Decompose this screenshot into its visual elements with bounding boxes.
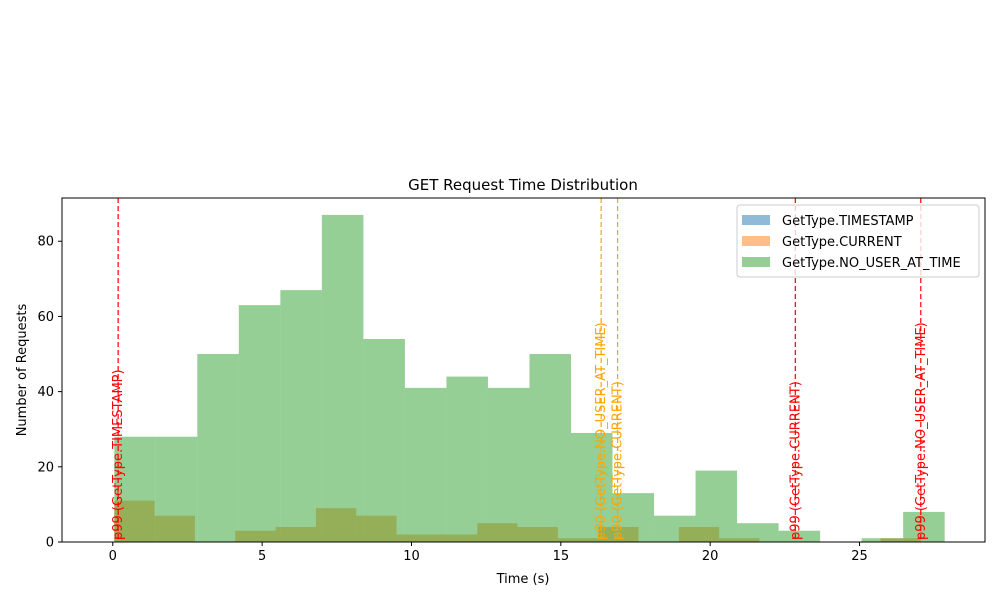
- x-tick-label: 25: [851, 549, 868, 564]
- reference-line-label: p99 (GetType.TIMESTAMP): [111, 369, 126, 540]
- histogram-bar: [737, 523, 779, 542]
- legend-box: [736, 204, 980, 278]
- histogram-bar: [155, 436, 198, 542]
- x-tick-label: 10: [403, 549, 420, 564]
- x-tick-label: 5: [258, 549, 266, 564]
- reference-lines-layer: p99 (GetType.TIMESTAMP) p90 (GetType.CURR…: [111, 198, 929, 542]
- histogram-bar: [114, 436, 156, 542]
- histogram-bar: [197, 354, 239, 542]
- legend-swatch: [742, 236, 770, 246]
- x-axis-label: Time (s): [496, 572, 550, 587]
- y-tick-label: 20: [37, 460, 54, 475]
- histogram-bar: [861, 538, 904, 542]
- x-tick-label: 0: [109, 549, 117, 564]
- histogram-bar: [238, 305, 281, 542]
- bars-layer: [114, 214, 945, 542]
- histogram-bar: [903, 511, 945, 542]
- y-tick-label: 60: [37, 310, 54, 325]
- histogram-bar: [612, 493, 655, 542]
- histogram-bar: [695, 470, 738, 542]
- histogram-bar: [404, 387, 447, 542]
- histogram-bar: [487, 387, 530, 542]
- reference-line-label: p90 (GetType.NO_USER_AT_TIME): [594, 322, 609, 540]
- reference-line-label: p99 (GetType.CURRENT): [788, 381, 803, 540]
- histogram-bar: [446, 376, 488, 542]
- legend-label: GetType.TIMESTAMP: [782, 214, 914, 229]
- legend-label: GetType.NO_USER_AT_TIME: [782, 256, 961, 271]
- histogram-bar: [570, 432, 613, 542]
- reference-line-label: p90 (GetType.CURRENT): [611, 381, 626, 540]
- histogram-bar: [321, 214, 364, 542]
- x-tick-label: 15: [553, 549, 570, 564]
- legend-swatch: [742, 215, 770, 225]
- histogram-bar: [529, 354, 571, 542]
- legend-label: GetType.CURRENT: [782, 235, 902, 250]
- histogram-bar: [654, 515, 696, 542]
- plot-frame: [61, 197, 986, 543]
- histogram-bar: [280, 290, 322, 542]
- axes-layer: 0 5 10 15 20 25 0 20 40 60 80: [37, 197, 986, 564]
- legend: GetType.TIMESTAMP GetType.CURRENT GetType.…: [736, 204, 980, 278]
- histogram-bar: [778, 530, 821, 542]
- reference-line-label: p99 (GetType.NO_USER_AT_TIME): [914, 322, 929, 540]
- histogram-bar: [363, 338, 405, 542]
- y-tick-label: 40: [37, 385, 54, 400]
- x-tick-label: 20: [702, 549, 719, 564]
- legend-swatch: [742, 257, 770, 267]
- y-tick-label: 0: [46, 536, 54, 551]
- y-tick-label: 80: [37, 235, 54, 250]
- chart-title: GET Request Time Distribution: [408, 176, 638, 194]
- y-axis-label: Number of Requests: [15, 303, 30, 436]
